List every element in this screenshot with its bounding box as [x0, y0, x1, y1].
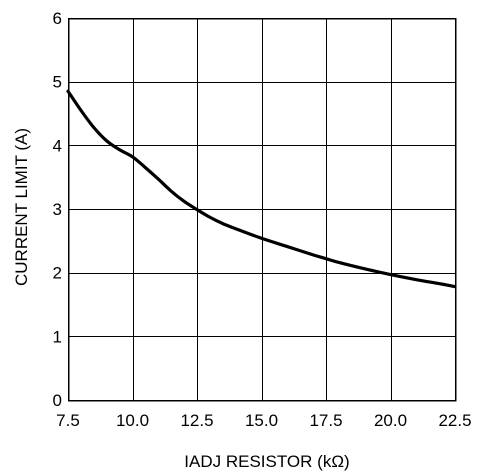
series-layer: [66, 89, 457, 289]
x-tick-label: 20.0: [374, 411, 407, 430]
y-tick-label: 3: [53, 200, 62, 219]
y-tick-label: 2: [53, 264, 62, 283]
y-tick-labels: 0 1 2 3 4 5 6: [53, 9, 62, 410]
y-tick-label: 0: [53, 391, 62, 410]
y-tick-label: 5: [53, 73, 62, 92]
current-limit-curve: [66, 89, 457, 289]
y-tick-label: 6: [53, 9, 62, 28]
grid-layer: [68, 18, 455, 400]
x-tick-label: 12.5: [180, 411, 213, 430]
x-tick-label: 22.5: [438, 411, 471, 430]
x-tick-labels: 7.5 10.0 12.5 15.0 17.5 20.0 22.5: [56, 411, 471, 430]
plot-border: [67, 17, 457, 402]
x-tick-label: 10.0: [116, 411, 149, 430]
x-tick-label: 7.5: [56, 411, 80, 430]
y-tick-label: 1: [53, 327, 62, 346]
x-tick-label: 15.0: [245, 411, 278, 430]
plot-frame: [67, 17, 457, 402]
y-axis-label: CURRENT LIMIT (A): [12, 128, 31, 286]
y-tick-label: 4: [53, 136, 62, 155]
x-tick-label: 17.5: [309, 411, 342, 430]
x-axis-label: IADJ RESISTOR (kΩ): [184, 452, 349, 471]
